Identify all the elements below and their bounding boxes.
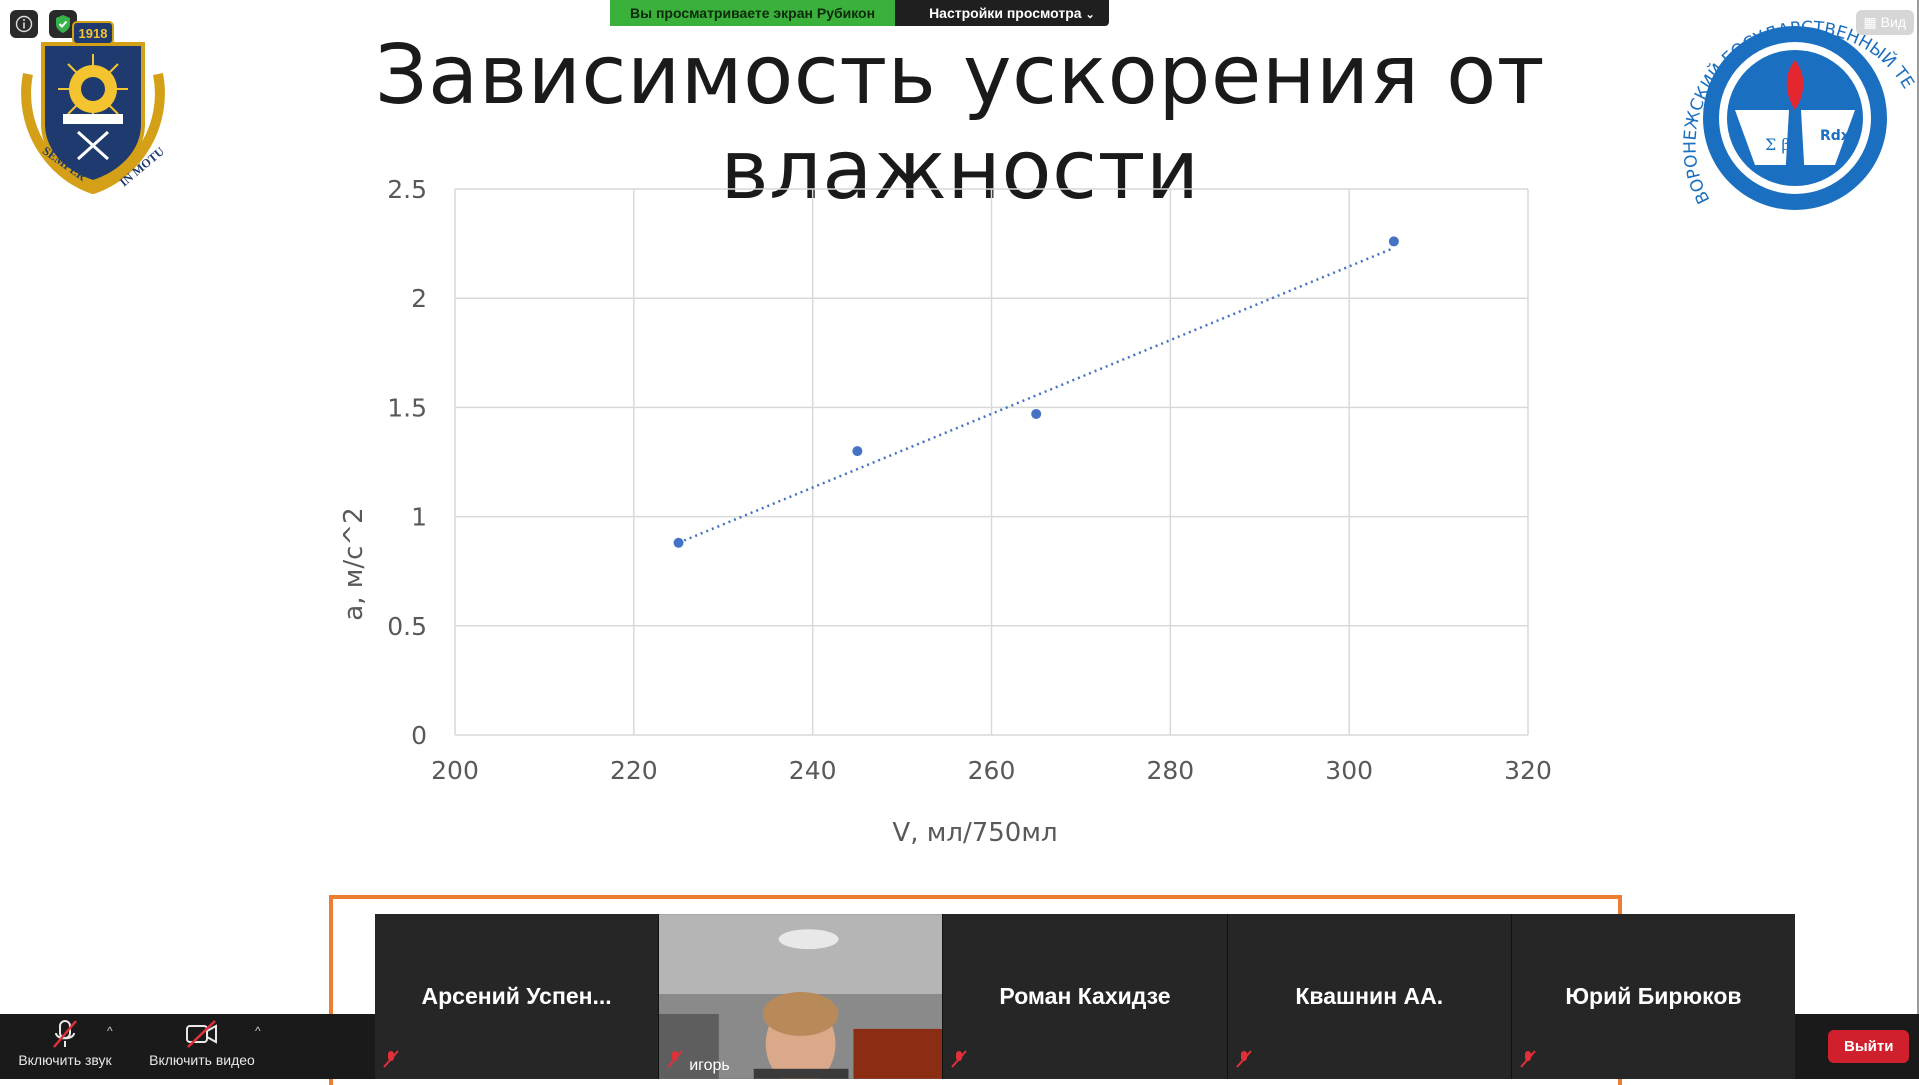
participant-video-tile[interactable]: игорь: [659, 914, 944, 1079]
chevron-down-icon: ⌄: [1085, 9, 1095, 21]
participant-tile[interactable]: Роман Кахидзе: [943, 914, 1228, 1079]
emblem-year: 1918: [79, 26, 108, 41]
participant-strip: Арсений Успен... игорь Роман Кахидзе Ква…: [375, 914, 1796, 1079]
unmute-audio-button[interactable]: Включить звук: [12, 1018, 118, 1068]
view-options-button[interactable]: Настройки просмотра ⌄: [895, 0, 1109, 26]
participant-tile[interactable]: Юрий Бирюков: [1511, 914, 1796, 1079]
leave-meeting-button[interactable]: Выйти: [1828, 1030, 1910, 1063]
chart-data-point: [673, 537, 684, 548]
unmute-audio-label: Включить звук: [18, 1052, 112, 1068]
participant-tile[interactable]: Арсений Успен...: [375, 914, 660, 1079]
mic-muted-icon: [1520, 1050, 1536, 1073]
svg-text:Σ β: Σ β: [1765, 135, 1791, 154]
chart-trendline-line: [678, 246, 1395, 544]
left-emblem-logo: 1918 SEMPER IN MOTU: [18, 14, 168, 199]
chart-x-axis-label: V, мл/750мл: [892, 818, 1057, 848]
chart-x-tick-label: 260: [968, 756, 1016, 785]
participant-name: Арсений Успен...: [421, 983, 612, 1009]
mic-muted-icon: [667, 1050, 683, 1073]
chart-x-tick-label: 240: [789, 756, 837, 785]
participant-name: Квашнин АА.: [1295, 983, 1444, 1009]
window-edge-divider: [1917, 0, 1919, 1014]
chart-y-tick-label: 0.5: [387, 612, 427, 641]
meeting-control-bar: Включить звук ^ Включить видео ^: [0, 1014, 375, 1079]
chart-data-point: [1388, 236, 1399, 247]
start-video-label: Включить видео: [149, 1052, 255, 1068]
chart-grid: [454, 188, 1529, 736]
chart-tick-labels: 200 220 240 260 280 300 320 0 0.5 1 1.5 2 2.5: [387, 175, 1552, 785]
right-university-logo: ВОРОНЕЖСКИЙ ГОСУДАРСТВЕННЫЙ ТЕХНИЧЕСКИЙ …: [1659, 0, 1918, 235]
chart-trendline: [678, 246, 1395, 544]
chart-data-point: [1031, 408, 1042, 419]
participant-name: Роман Кахидзе: [999, 983, 1171, 1009]
audio-options-chevron-icon[interactable]: ^: [107, 1024, 113, 1038]
participant-name: игорь: [689, 1057, 730, 1074]
video-off-icon: [186, 1020, 217, 1048]
participant-tile[interactable]: Квашнин АА.: [1227, 914, 1512, 1079]
chart-data-point: [852, 446, 863, 457]
view-options-label: Настройки просмотра: [929, 5, 1082, 21]
grid-icon: ▦: [1863, 14, 1881, 30]
mic-muted-icon: [53, 1020, 77, 1048]
svg-text:Rdx: Rdx: [1820, 128, 1850, 144]
screen-share-banner: Вы просматриваете экран Рубикон Настройк…: [610, 0, 1109, 26]
chart-y-tick-label: 0: [411, 721, 427, 750]
slide-title: Зависимость ускорения от влажности: [374, 28, 1546, 218]
mic-muted-icon: [383, 1050, 399, 1073]
view-button[interactable]: ▦ Вид: [1855, 10, 1914, 35]
participant-name: Юрий Бирюков: [1565, 983, 1742, 1009]
share-status-label: Вы просматриваете экран Рубикон: [610, 0, 896, 26]
chart-y-tick-label: 2.5: [387, 175, 427, 204]
chart-x-tick-label: 280: [1146, 756, 1194, 785]
scatter-chart: 200 220 240 260 280 300 320 0 0.5 1 1.5 2 2.5 V, мл/…: [339, 175, 1552, 848]
chart-y-tick-label: 1: [411, 503, 427, 532]
chart-x-tick-label: 200: [431, 756, 479, 785]
mic-muted-icon: [951, 1050, 968, 1073]
chart-x-tick-label: 320: [1504, 756, 1552, 785]
chart-x-tick-label: 220: [610, 756, 658, 785]
view-button-label: Вид: [1880, 14, 1906, 30]
chart-y-tick-label: 1.5: [387, 393, 427, 422]
participant-video-feed: [659, 914, 943, 1079]
chart-y-axis-label: a, м/с^2: [339, 507, 369, 620]
chart-x-tick-label: 300: [1325, 756, 1373, 785]
chart-y-tick-label: 2: [411, 284, 427, 313]
info-icon[interactable]: [10, 10, 38, 38]
chart-points: [673, 236, 1399, 548]
mic-muted-icon: [1235, 1050, 1252, 1073]
video-options-chevron-icon[interactable]: ^: [255, 1024, 261, 1038]
start-video-button[interactable]: Включить видео: [140, 1018, 264, 1068]
